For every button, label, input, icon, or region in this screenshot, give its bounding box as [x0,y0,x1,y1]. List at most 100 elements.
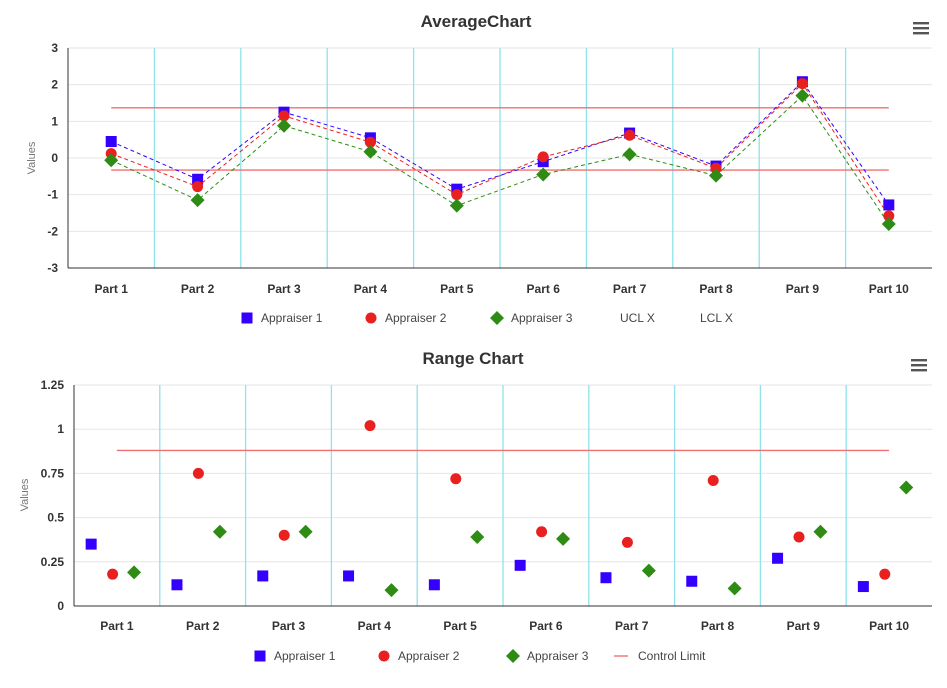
legend-item[interactable]: Appraiser 2 [378,649,460,663]
legend-item[interactable]: Appraiser 2 [365,311,447,325]
y-tick-label: 0.75 [41,466,65,480]
data-point [190,193,205,208]
legend-item[interactable]: UCL X [620,311,655,325]
data-point [343,570,355,582]
data-point [707,474,719,486]
data-point [793,531,805,543]
data-point [686,575,698,587]
x-tick-label: Part 6 [529,619,563,633]
x-tick-label: Part 2 [186,619,220,633]
data-point [537,151,549,163]
data-point [879,568,891,580]
data-point [277,118,291,133]
range-chart-y-axis-label: Values [19,478,31,511]
legend-item[interactable]: Appraiser 1 [241,311,323,325]
x-tick-label: Part 4 [358,619,392,633]
x-tick-label: Part 9 [787,619,821,633]
legend-label: UCL X [620,311,655,325]
data-point [107,568,119,580]
x-tick-label: Part 10 [869,282,909,296]
y-tick-label: 1 [57,422,64,436]
data-point [514,559,526,571]
data-point [192,467,204,479]
data-point [556,531,571,546]
data-point [127,565,142,580]
y-tick-label: 0.5 [47,511,64,525]
data-point [857,581,869,593]
legend-symbol [378,650,390,662]
legend-label: Appraiser 1 [261,311,323,325]
legend-symbol [490,311,504,325]
y-tick-label: 0.25 [41,555,65,569]
data-point [883,199,895,211]
x-tick-label: Part 1 [100,619,134,633]
data-point [192,181,204,193]
data-point [727,581,742,596]
series-line [111,82,890,217]
y-tick-label: 1 [51,114,58,128]
legend-item[interactable]: Appraiser 3 [506,649,589,663]
y-tick-label: -1 [47,188,58,202]
data-point [622,147,637,162]
y-tick-label: -2 [47,224,58,238]
average-chart-title: AverageChart [421,12,532,31]
data-point [257,570,269,582]
data-point [621,536,633,548]
y-tick-label: 1.25 [41,378,65,392]
average-chart: AverageChart Values -3 -2 -1 0 1 2 3 Part 1 Par… [26,12,932,325]
data-point [710,162,722,174]
x-tick-label: Part 3 [272,619,306,633]
data-point [536,167,551,182]
data-point [278,110,290,122]
data-point [899,480,914,495]
series-line [110,80,890,206]
x-tick-label: Part 7 [615,619,649,633]
legend-label: Appraiser 2 [398,649,460,663]
y-tick-label: 0 [57,599,64,613]
legend-item[interactable]: LCL X [700,311,733,325]
data-point [449,198,464,213]
data-point [192,173,204,185]
data-point [709,168,723,183]
x-tick-label: Part 5 [440,282,474,296]
data-point [536,526,548,538]
legend-item[interactable]: Appraiser 3 [490,311,573,325]
data-point [212,524,227,539]
data-point [104,153,119,168]
y-tick-label: 0 [51,151,58,165]
legend-symbol [254,650,266,662]
x-tick-label: Part 8 [701,619,735,633]
x-tick-label: Part 7 [613,282,647,296]
x-tick-label: Part 5 [443,619,477,633]
data-point [624,129,636,141]
data-point [600,572,612,584]
y-tick-label: 2 [51,78,58,92]
legend-item[interactable]: Control Limit [614,649,706,663]
legend-label: Appraiser 3 [527,649,589,663]
legend-label: Appraiser 3 [511,311,573,325]
legend-label: Appraiser 2 [385,311,447,325]
x-tick-label: Part 3 [267,282,301,296]
legend-symbol [241,312,253,324]
data-point [772,552,784,564]
legend-item[interactable]: Appraiser 1 [254,649,336,663]
data-point [364,420,376,432]
legend-label: Appraiser 1 [274,649,336,663]
data-point [298,524,313,539]
data-point [795,88,810,103]
data-point [470,530,485,545]
data-point [171,579,183,591]
y-tick-label: 3 [51,41,58,55]
range-chart-title: Range Chart [422,349,523,368]
legend-label: Control Limit [638,649,706,663]
data-point [384,583,399,598]
hamburger-menu-icon[interactable] [910,357,928,373]
data-point [85,538,97,550]
data-point [451,189,463,201]
data-point [278,529,290,541]
x-tick-label: Part 1 [95,282,129,296]
legend-symbol [506,649,520,663]
data-point [813,524,828,539]
hamburger-menu-icon[interactable] [912,20,930,36]
